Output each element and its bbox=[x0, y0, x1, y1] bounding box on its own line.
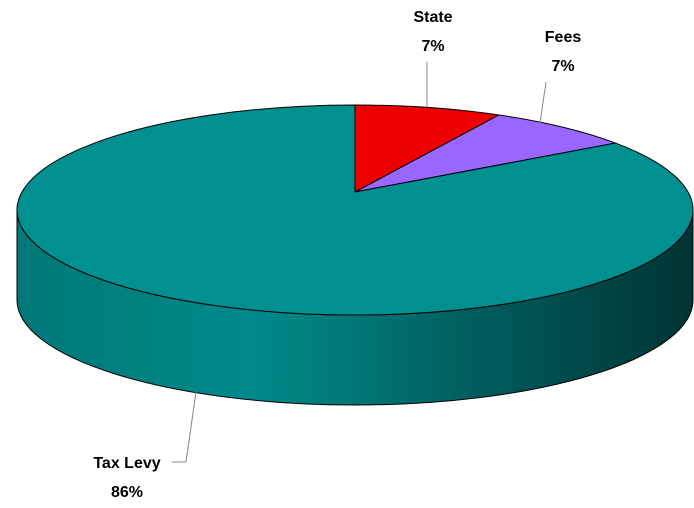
category-label: State bbox=[413, 9, 452, 26]
value-label: 86% bbox=[111, 484, 143, 501]
value-label: 7% bbox=[551, 58, 574, 75]
category-label: Tax Levy bbox=[93, 455, 160, 472]
leader-line bbox=[539, 81, 547, 124]
value-label: 7% bbox=[421, 38, 444, 55]
pie-slice bbox=[354, 114, 618, 193]
pie-slice bbox=[354, 104, 501, 193]
pie-slice bbox=[16, 104, 694, 316]
category-label: Fees bbox=[545, 29, 582, 46]
leader-line bbox=[172, 391, 197, 463]
